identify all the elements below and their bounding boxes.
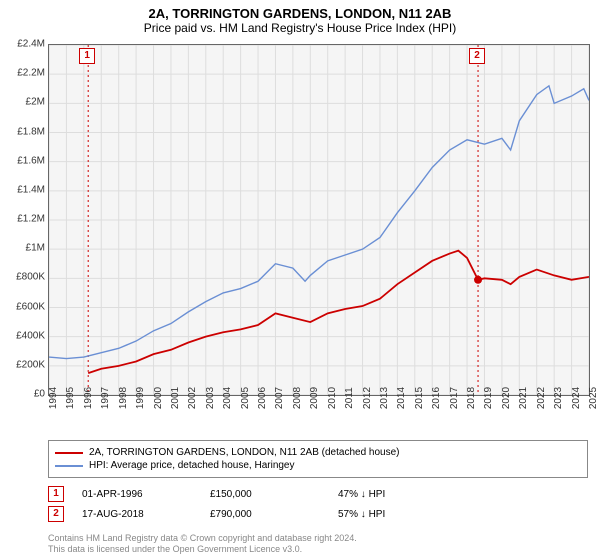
y-tick-label: £600K xyxy=(16,301,45,312)
transaction-table: 1 01-APR-1996 £150,000 47% ↓ HPI 2 17-AU… xyxy=(48,482,588,526)
y-tick-label: £200K xyxy=(16,359,45,370)
transaction-marker: 2 xyxy=(48,506,64,522)
chart-subtitle: Price paid vs. HM Land Registry's House … xyxy=(0,21,600,39)
transaction-marker: 1 xyxy=(48,486,64,502)
chart-svg xyxy=(49,45,589,395)
y-tick-label: £1M xyxy=(26,243,45,254)
x-tick-label: 2018 xyxy=(466,387,477,409)
chart-container: 2A, TORRINGTON GARDENS, LONDON, N11 2AB … xyxy=(0,0,600,560)
x-tick-label: 2008 xyxy=(292,387,303,409)
transaction-delta: 47% ↓ HPI xyxy=(338,489,448,500)
x-tick-label: 2001 xyxy=(170,387,181,409)
legend-label: HPI: Average price, detached house, Hari… xyxy=(89,460,295,471)
x-tick-label: 2012 xyxy=(362,387,373,409)
x-tick-label: 2015 xyxy=(414,387,425,409)
legend-item: 2A, TORRINGTON GARDENS, LONDON, N11 2AB … xyxy=(55,447,581,458)
y-tick-label: £2.4M xyxy=(17,39,45,50)
chart-marker: 1 xyxy=(79,48,95,64)
transaction-row: 2 17-AUG-2018 £790,000 57% ↓ HPI xyxy=(48,506,588,522)
x-tick-label: 2000 xyxy=(153,387,164,409)
y-tick-label: £2M xyxy=(26,97,45,108)
x-tick-label: 2009 xyxy=(309,387,320,409)
x-tick-label: 1995 xyxy=(65,387,76,409)
transaction-row: 1 01-APR-1996 £150,000 47% ↓ HPI xyxy=(48,486,588,502)
x-tick-label: 2003 xyxy=(205,387,216,409)
x-tick-label: 2021 xyxy=(518,387,529,409)
x-tick-label: 2023 xyxy=(553,387,564,409)
legend-item: HPI: Average price, detached house, Hari… xyxy=(55,460,581,471)
legend-swatch xyxy=(55,452,83,454)
x-tick-label: 2024 xyxy=(571,387,582,409)
legend-label: 2A, TORRINGTON GARDENS, LONDON, N11 2AB … xyxy=(89,447,399,458)
x-tick-label: 1998 xyxy=(118,387,129,409)
x-tick-label: 2020 xyxy=(501,387,512,409)
y-tick-label: £1.6M xyxy=(17,155,45,166)
x-tick-label: 2014 xyxy=(396,387,407,409)
x-tick-label: 2013 xyxy=(379,387,390,409)
x-tick-label: 2022 xyxy=(536,387,547,409)
x-tick-label: 2016 xyxy=(431,387,442,409)
y-tick-label: £1.8M xyxy=(17,126,45,137)
x-tick-label: 2019 xyxy=(483,387,494,409)
y-tick-label: £1.2M xyxy=(17,214,45,225)
x-tick-label: 2002 xyxy=(187,387,198,409)
attribution: Contains HM Land Registry data © Crown c… xyxy=(48,533,588,556)
y-tick-label: £0 xyxy=(34,389,45,400)
x-tick-label: 2011 xyxy=(344,387,355,409)
legend-swatch xyxy=(55,465,83,467)
x-tick-label: 2025 xyxy=(588,387,599,409)
y-tick-label: £1.4M xyxy=(17,184,45,195)
y-tick-label: £400K xyxy=(16,330,45,341)
transaction-date: 01-APR-1996 xyxy=(82,489,192,500)
x-tick-label: 2010 xyxy=(327,387,338,409)
transaction-price: £150,000 xyxy=(210,489,320,500)
x-tick-label: 1994 xyxy=(48,387,59,409)
x-tick-label: 1996 xyxy=(83,387,94,409)
attribution-line: Contains HM Land Registry data © Crown c… xyxy=(48,533,588,545)
attribution-line: This data is licensed under the Open Gov… xyxy=(48,544,588,556)
chart-marker: 2 xyxy=(469,48,485,64)
x-tick-label: 2007 xyxy=(274,387,285,409)
chart-title: 2A, TORRINGTON GARDENS, LONDON, N11 2AB xyxy=(0,0,600,21)
y-tick-label: £800K xyxy=(16,272,45,283)
legend: 2A, TORRINGTON GARDENS, LONDON, N11 2AB … xyxy=(48,440,588,478)
transaction-price: £790,000 xyxy=(210,509,320,520)
transaction-date: 17-AUG-2018 xyxy=(82,509,192,520)
x-tick-label: 2005 xyxy=(240,387,251,409)
y-tick-label: £2.2M xyxy=(17,68,45,79)
x-tick-label: 2017 xyxy=(449,387,460,409)
x-tick-label: 1999 xyxy=(135,387,146,409)
x-tick-label: 1997 xyxy=(100,387,111,409)
x-tick-label: 2006 xyxy=(257,387,268,409)
plot-area xyxy=(48,44,590,396)
transaction-delta: 57% ↓ HPI xyxy=(338,509,448,520)
x-tick-label: 2004 xyxy=(222,387,233,409)
